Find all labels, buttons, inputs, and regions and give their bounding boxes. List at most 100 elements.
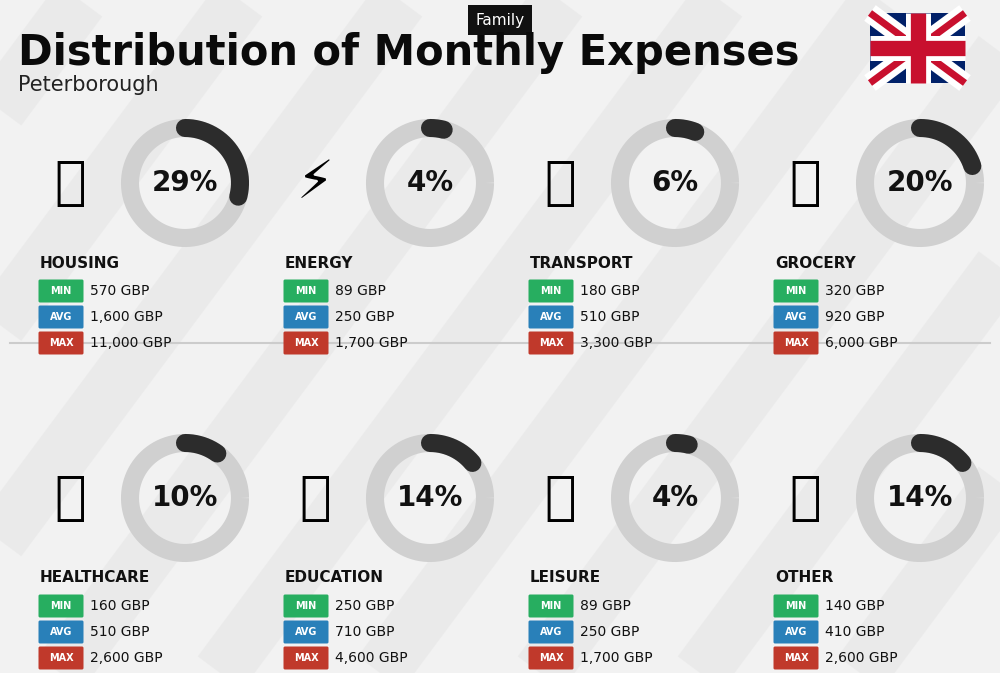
Text: 160 GBP: 160 GBP: [90, 599, 150, 613]
Text: 250 GBP: 250 GBP: [580, 625, 639, 639]
Text: 29%: 29%: [152, 169, 218, 197]
Text: 14%: 14%: [887, 484, 953, 512]
Text: 4,600 GBP: 4,600 GBP: [335, 651, 408, 665]
Text: MAX: MAX: [294, 653, 318, 663]
FancyBboxPatch shape: [870, 13, 965, 83]
Text: 👜: 👜: [789, 472, 821, 524]
Text: 320 GBP: 320 GBP: [825, 284, 884, 298]
Text: 🏥: 🏥: [54, 472, 86, 524]
Text: AVG: AVG: [295, 312, 317, 322]
Text: AVG: AVG: [540, 312, 562, 322]
FancyBboxPatch shape: [774, 306, 818, 328]
Text: MAX: MAX: [539, 653, 563, 663]
Text: MIN: MIN: [50, 286, 72, 296]
Text: MAX: MAX: [49, 653, 73, 663]
Text: AVG: AVG: [785, 312, 807, 322]
Text: 🛒: 🛒: [789, 157, 821, 209]
Text: OTHER: OTHER: [775, 571, 833, 586]
FancyBboxPatch shape: [528, 594, 574, 618]
Text: Distribution of Monthly Expenses: Distribution of Monthly Expenses: [18, 32, 800, 74]
FancyBboxPatch shape: [38, 306, 84, 328]
Text: 10%: 10%: [152, 484, 218, 512]
Text: MIN: MIN: [785, 601, 807, 611]
Text: TRANSPORT: TRANSPORT: [530, 256, 634, 271]
Text: 2,600 GBP: 2,600 GBP: [90, 651, 163, 665]
Text: 1,600 GBP: 1,600 GBP: [90, 310, 163, 324]
Text: AVG: AVG: [50, 627, 72, 637]
Text: 11,000 GBP: 11,000 GBP: [90, 336, 172, 350]
Text: 250 GBP: 250 GBP: [335, 599, 394, 613]
Text: 180 GBP: 180 GBP: [580, 284, 640, 298]
Text: AVG: AVG: [785, 627, 807, 637]
Text: 89 GBP: 89 GBP: [580, 599, 631, 613]
Text: 🎓: 🎓: [299, 472, 331, 524]
FancyBboxPatch shape: [528, 621, 574, 643]
FancyBboxPatch shape: [284, 279, 328, 302]
Text: ⚡: ⚡: [296, 157, 334, 209]
FancyBboxPatch shape: [284, 647, 328, 670]
Text: MIN: MIN: [50, 601, 72, 611]
Text: 140 GBP: 140 GBP: [825, 599, 885, 613]
FancyBboxPatch shape: [284, 594, 328, 618]
Text: MIN: MIN: [295, 286, 317, 296]
Text: 2,600 GBP: 2,600 GBP: [825, 651, 898, 665]
Text: MAX: MAX: [539, 338, 563, 348]
Text: 🚌: 🚌: [544, 157, 576, 209]
Text: Peterborough: Peterborough: [18, 75, 159, 95]
FancyBboxPatch shape: [774, 332, 818, 355]
Text: 710 GBP: 710 GBP: [335, 625, 394, 639]
Text: MAX: MAX: [294, 338, 318, 348]
Text: MAX: MAX: [784, 653, 808, 663]
FancyBboxPatch shape: [528, 647, 574, 670]
Text: 3,300 GBP: 3,300 GBP: [580, 336, 652, 350]
Text: MIN: MIN: [295, 601, 317, 611]
Text: GROCERY: GROCERY: [775, 256, 856, 271]
Text: 1,700 GBP: 1,700 GBP: [335, 336, 408, 350]
Text: 🏢: 🏢: [54, 157, 86, 209]
Text: AVG: AVG: [540, 627, 562, 637]
Text: EDUCATION: EDUCATION: [285, 571, 384, 586]
Text: 1,700 GBP: 1,700 GBP: [580, 651, 653, 665]
Text: MIN: MIN: [540, 286, 562, 296]
Text: 510 GBP: 510 GBP: [90, 625, 150, 639]
FancyBboxPatch shape: [38, 594, 84, 618]
Text: MAX: MAX: [49, 338, 73, 348]
FancyBboxPatch shape: [38, 332, 84, 355]
FancyBboxPatch shape: [284, 332, 328, 355]
FancyBboxPatch shape: [774, 279, 818, 302]
Text: 510 GBP: 510 GBP: [580, 310, 640, 324]
FancyBboxPatch shape: [38, 647, 84, 670]
Text: AVG: AVG: [50, 312, 72, 322]
FancyBboxPatch shape: [774, 621, 818, 643]
FancyBboxPatch shape: [284, 306, 328, 328]
Text: LEISURE: LEISURE: [530, 571, 601, 586]
Text: 410 GBP: 410 GBP: [825, 625, 885, 639]
Text: 6%: 6%: [651, 169, 699, 197]
Text: ENERGY: ENERGY: [285, 256, 354, 271]
FancyBboxPatch shape: [528, 332, 574, 355]
Text: Family: Family: [475, 13, 525, 28]
Text: 4%: 4%: [406, 169, 454, 197]
Text: 920 GBP: 920 GBP: [825, 310, 885, 324]
Text: 570 GBP: 570 GBP: [90, 284, 149, 298]
Text: 🛍: 🛍: [544, 472, 576, 524]
FancyBboxPatch shape: [774, 594, 818, 618]
Text: HEALTHCARE: HEALTHCARE: [40, 571, 150, 586]
Text: MIN: MIN: [540, 601, 562, 611]
Text: 89 GBP: 89 GBP: [335, 284, 386, 298]
Text: 6,000 GBP: 6,000 GBP: [825, 336, 898, 350]
Text: MAX: MAX: [784, 338, 808, 348]
FancyBboxPatch shape: [284, 621, 328, 643]
Text: 4%: 4%: [651, 484, 699, 512]
Text: 20%: 20%: [887, 169, 953, 197]
FancyBboxPatch shape: [38, 279, 84, 302]
FancyBboxPatch shape: [38, 621, 84, 643]
Text: HOUSING: HOUSING: [40, 256, 120, 271]
FancyBboxPatch shape: [528, 306, 574, 328]
Text: 250 GBP: 250 GBP: [335, 310, 394, 324]
Text: AVG: AVG: [295, 627, 317, 637]
Text: 14%: 14%: [397, 484, 463, 512]
FancyBboxPatch shape: [528, 279, 574, 302]
FancyBboxPatch shape: [774, 647, 818, 670]
Text: MIN: MIN: [785, 286, 807, 296]
